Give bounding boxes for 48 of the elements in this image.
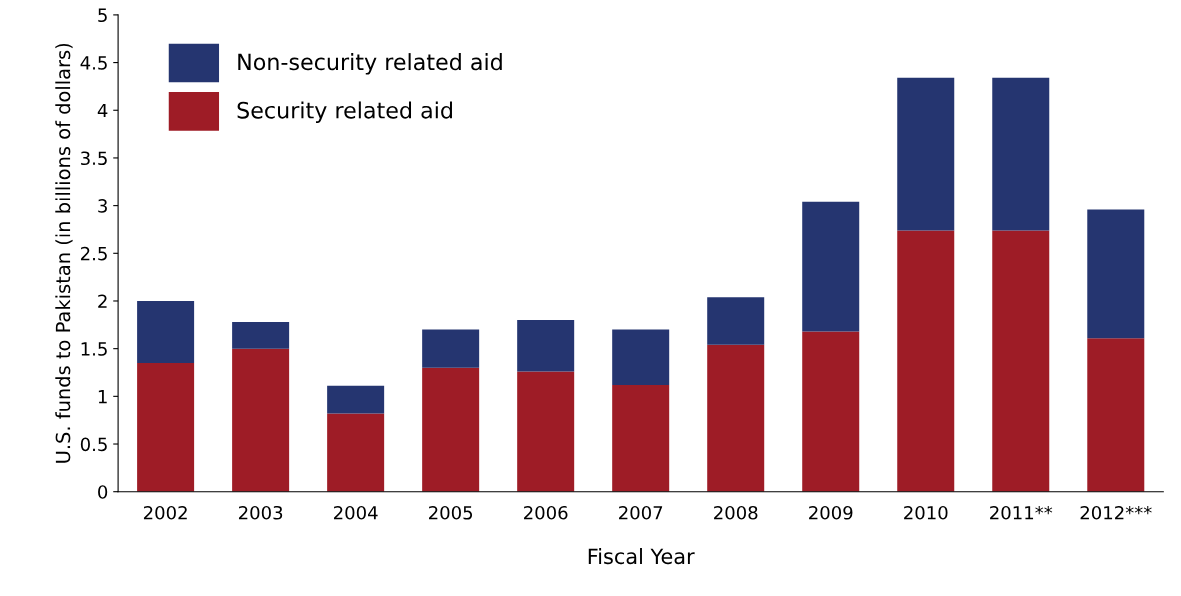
y-axis-title: U.S. funds to Pakistan (in billions of dollars) xyxy=(55,43,73,463)
bar xyxy=(992,230,1050,492)
x-axis-title: Fiscal Year xyxy=(588,548,695,565)
y-tick-label: 4.5 xyxy=(80,56,107,70)
bar xyxy=(802,331,860,492)
bar xyxy=(612,384,670,492)
x-tick-label: 2008 xyxy=(714,505,758,520)
y-tick-label: 3.5 xyxy=(81,151,107,166)
bar xyxy=(992,77,1050,231)
y-tick-label: 2.5 xyxy=(80,246,107,261)
bar xyxy=(897,77,955,231)
x-tick-label: 2006 xyxy=(524,505,568,520)
y-tick-label: 0 xyxy=(98,485,108,499)
y-tick-label: 3 xyxy=(98,199,107,213)
bar xyxy=(1087,209,1145,339)
y-tick-label: 4 xyxy=(97,103,108,118)
x-tick-label: 2004 xyxy=(333,505,378,520)
legend-label: Non-security related aid xyxy=(238,53,502,75)
x-tick-label: 2011** xyxy=(990,505,1053,520)
x-tick-label: 2009 xyxy=(809,505,853,520)
bar xyxy=(1087,338,1145,492)
bar xyxy=(137,300,195,363)
bar xyxy=(327,413,385,492)
bar xyxy=(517,320,575,372)
bar xyxy=(422,329,480,368)
x-tick-label: 2010 xyxy=(904,505,948,520)
y-tick-label: 1.5 xyxy=(81,342,107,356)
x-tick-label: 2012*** xyxy=(1080,505,1152,520)
bar xyxy=(422,367,480,492)
legend-label: Security related aid xyxy=(237,101,452,123)
bar xyxy=(517,371,575,492)
bar xyxy=(232,348,290,492)
bar xyxy=(707,297,765,345)
x-tick-label: 2007 xyxy=(619,505,663,520)
y-tick-label: 0.5 xyxy=(80,437,107,452)
bar xyxy=(232,321,290,349)
bar xyxy=(137,362,195,492)
x-tick-label: 2003 xyxy=(238,505,283,520)
bar xyxy=(707,344,765,492)
y-tick-label: 1 xyxy=(98,390,107,404)
x-tick-label: 2002 xyxy=(143,505,187,520)
bar xyxy=(802,201,860,332)
y-tick-label: 2 xyxy=(98,294,107,308)
bar xyxy=(897,230,955,492)
bar xyxy=(612,329,670,385)
bar xyxy=(327,385,385,414)
x-tick-label: 2005 xyxy=(429,505,473,520)
y-tick-label: 5 xyxy=(98,8,107,23)
